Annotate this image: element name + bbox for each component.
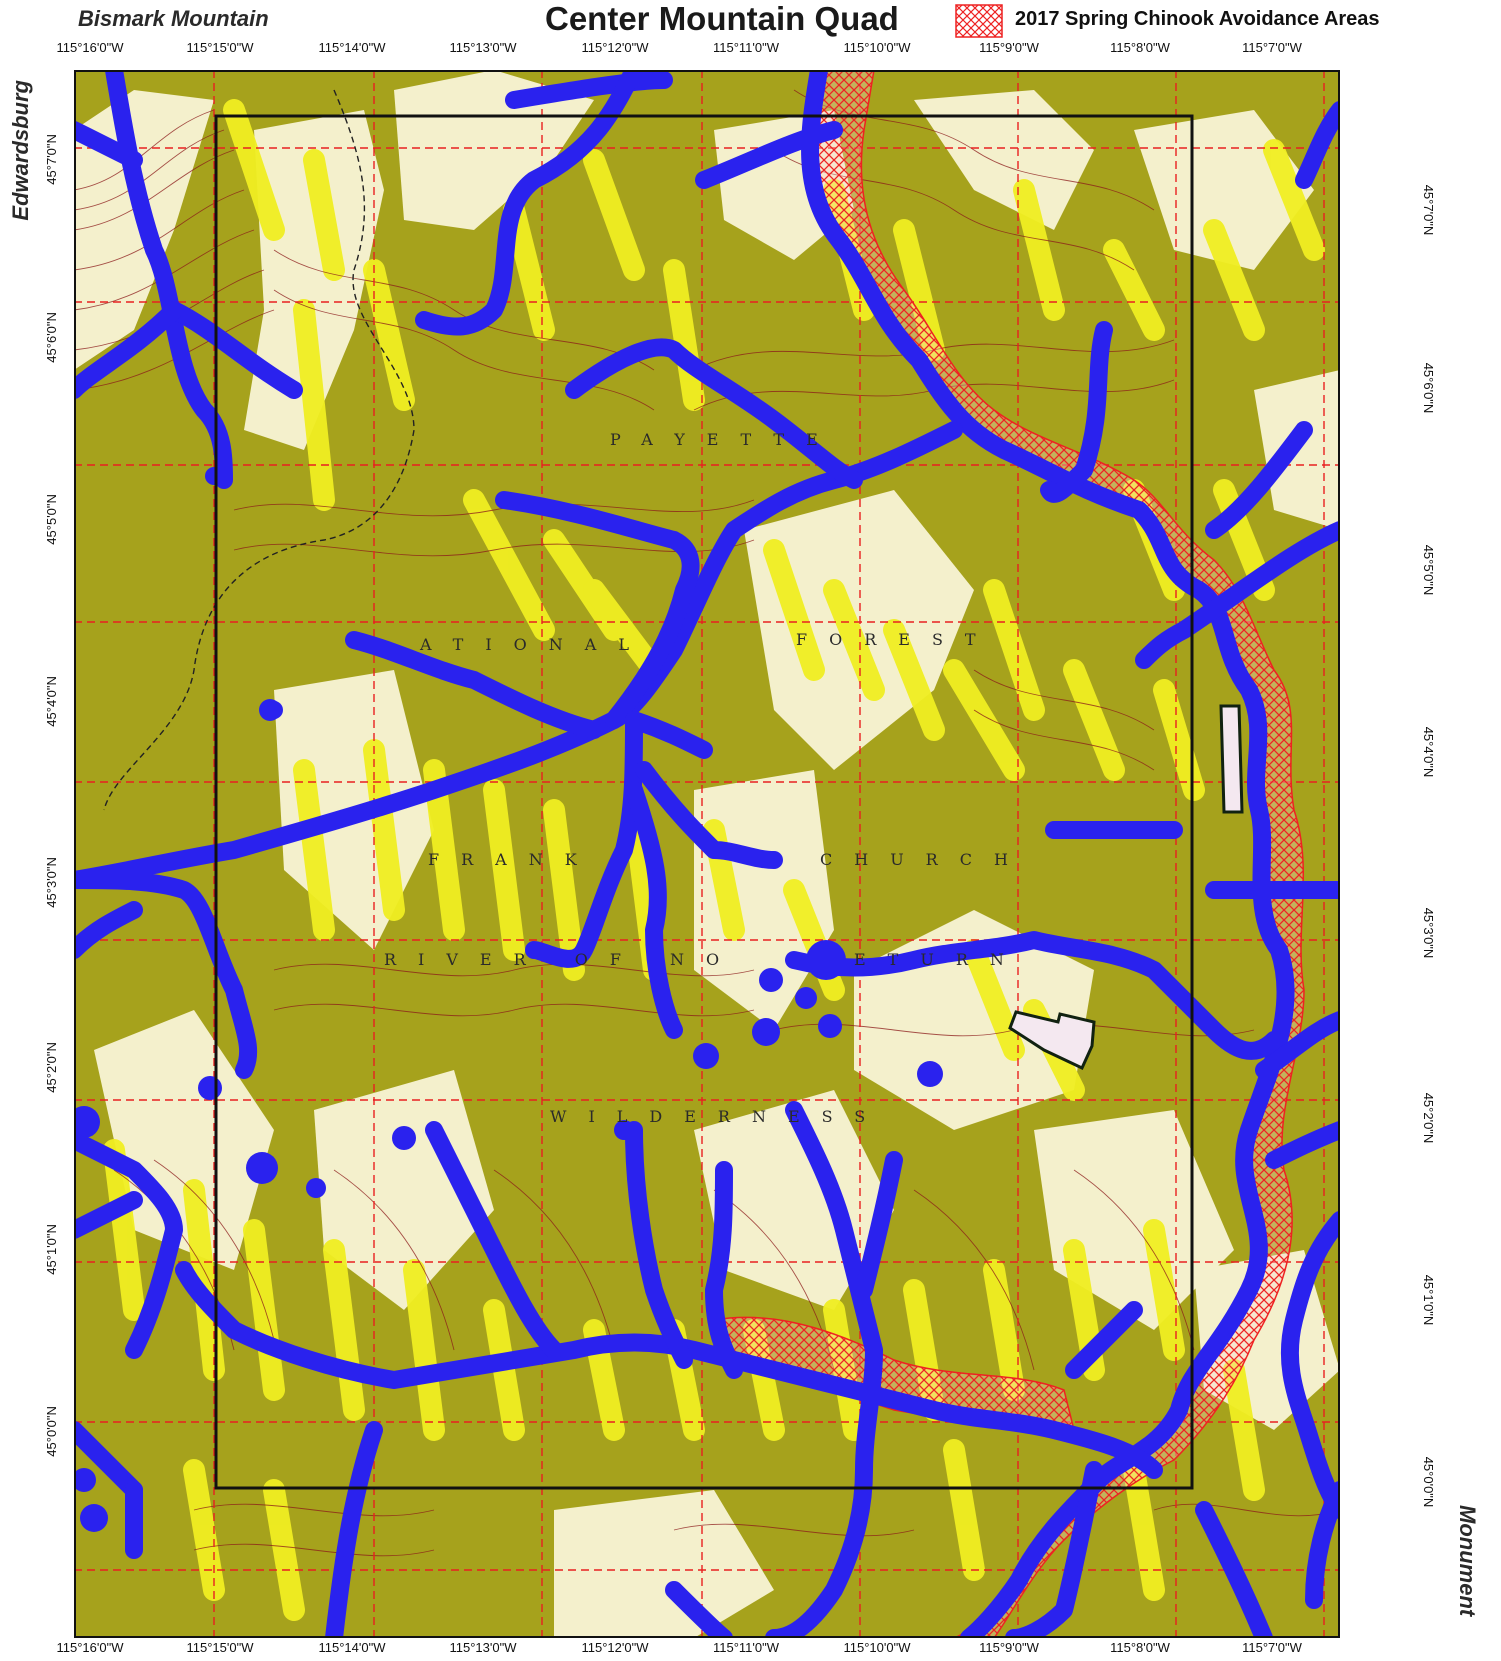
neighbor-quad-left: Edwardsburg bbox=[8, 80, 33, 221]
lat-tick-right: 45°0'0"N bbox=[1421, 1456, 1436, 1508]
neighbor-quad-top-left: Bismark Mountain bbox=[78, 6, 269, 31]
lat-tick-left: 45°2'0"N bbox=[44, 1042, 59, 1093]
lon-tick-top: 115°11'0"W bbox=[712, 40, 780, 55]
lon-tick-top: 115°16'0"W bbox=[56, 40, 124, 55]
lat-tick-right: 45°7'0"N bbox=[1421, 184, 1436, 236]
lat-tick-right: 45°2'0"N bbox=[1421, 1092, 1436, 1144]
lon-tick-top: 115°13'0"W bbox=[449, 40, 517, 55]
lat-tick-right: 45°6'0"N bbox=[1421, 362, 1436, 414]
trail-path bbox=[103, 89, 415, 811]
lon-tick-top: 115°10'0"W bbox=[843, 40, 911, 55]
lat-tick-right: 45°5'0"N bbox=[1421, 544, 1436, 596]
map-title: Center Mountain Quad bbox=[545, 0, 899, 37]
lon-tick-top: 115°7'0"W bbox=[1242, 40, 1302, 55]
legend-label: 2017 Spring Chinook Avoidance Areas bbox=[1015, 8, 1380, 30]
label-national: ATIONAL bbox=[419, 635, 651, 654]
quad-boundary bbox=[214, 114, 1194, 1490]
lat-tick-left: 45°1'0"N bbox=[44, 1224, 59, 1275]
lat-tick-left: 45°4'0"N bbox=[44, 676, 59, 727]
lat-tick-left: 45°7'0"N bbox=[44, 134, 59, 185]
lon-tick-bottom: 115°12'0"W bbox=[581, 1640, 649, 1655]
lat-tick-left: 45°5'0"N bbox=[44, 494, 59, 545]
label-payette: PAYETTE bbox=[610, 430, 840, 449]
lat-tick-right: 45°1'0"N bbox=[1421, 1274, 1436, 1326]
label-wilderness: WILDERNESS bbox=[550, 1107, 887, 1126]
lon-tick-top: 115°12'0"W bbox=[581, 40, 649, 55]
lon-tick-bottom: 115°14'0"W bbox=[318, 1640, 386, 1655]
lon-tick-bottom: 115°13'0"W bbox=[449, 1640, 517, 1655]
lon-tick-bottom: 115°10'0"W bbox=[843, 1640, 911, 1655]
lat-tick-left: 45°6'0"N bbox=[44, 312, 59, 363]
label-forest: FOREST bbox=[796, 630, 998, 649]
label-frank: FRANK bbox=[428, 850, 599, 869]
lon-tick-bottom: 115°16'0"W bbox=[56, 1640, 124, 1655]
lon-tick-bottom: 115°8'0"W bbox=[1110, 1640, 1170, 1655]
lon-tick-top: 115°15'0"W bbox=[186, 40, 254, 55]
label-church: CHURCH bbox=[820, 850, 1030, 869]
lon-tick-bottom: 115°9'0"W bbox=[979, 1640, 1039, 1655]
lat-tick-right: 45°3'0"N bbox=[1421, 907, 1436, 959]
streams bbox=[74, 70, 1340, 1638]
private-parcel bbox=[1008, 1010, 1096, 1071]
lat-tick-left: 45°0'0"N bbox=[44, 1406, 59, 1457]
map-neatline bbox=[74, 70, 1340, 1638]
lon-tick-top: 115°8'0"W bbox=[1110, 40, 1170, 55]
lon-tick-bottom: 115°7'0"W bbox=[1242, 1640, 1302, 1655]
avoidance-legend-swatch bbox=[955, 4, 1003, 38]
ponds bbox=[74, 467, 943, 1532]
lat-tick-right: 45°4'0"N bbox=[1421, 726, 1436, 778]
lon-tick-top: 115°9'0"W bbox=[979, 40, 1039, 55]
lat-tick-left: 45°3'0"N bbox=[44, 857, 59, 908]
lon-tick-bottom: 115°15'0"W bbox=[186, 1640, 254, 1655]
lon-tick-bottom: 115°11'0"W bbox=[712, 1640, 780, 1655]
label-river-of-no: RIVER OF NO bbox=[384, 950, 741, 969]
topographic-map[interactable]: PAYETTE ATIONAL FOREST FRANK CHURCH RIVE… bbox=[74, 70, 1340, 1638]
private-parcel bbox=[1219, 704, 1244, 814]
lon-tick-top: 115°14'0"W bbox=[318, 40, 386, 55]
neighbor-quad-right: Monument bbox=[1455, 1505, 1480, 1617]
label-return: ETURN bbox=[854, 950, 1026, 969]
